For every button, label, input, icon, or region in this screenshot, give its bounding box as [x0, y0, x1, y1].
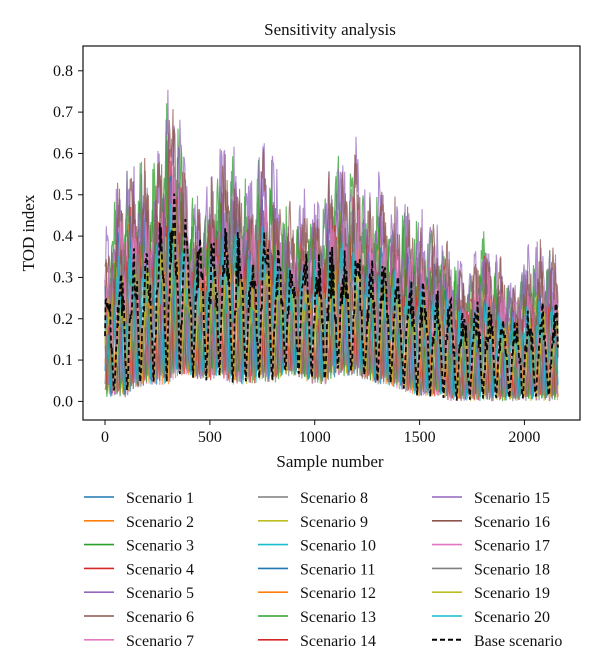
legend-label: Scenario 7 [126, 633, 194, 650]
legend-label: Scenario 10 [300, 538, 376, 555]
legend-label: Scenario 3 [126, 538, 194, 555]
y-tick-label: 0.6 [53, 145, 73, 162]
plot-lines [104, 89, 559, 402]
legend-label: Scenario 12 [300, 585, 376, 602]
y-tick-label: 0.8 [53, 63, 73, 80]
legend-label: Scenario 19 [474, 585, 550, 602]
legend-label: Scenario 5 [126, 585, 194, 602]
y-tick-label: 0.1 [53, 352, 73, 369]
legend-label: Scenario 16 [474, 514, 550, 531]
legend: Scenario 1 Scenario 2 Scenario 3 Scenario 4… [84, 490, 562, 650]
legend-label: Scenario 15 [474, 490, 550, 507]
y-tick-label: 0.2 [53, 311, 73, 328]
series-line [104, 89, 559, 402]
legend-label: Scenario 1 [126, 490, 194, 507]
legend-label: Base scenario [474, 633, 562, 650]
x-tick-label: 0 [101, 429, 109, 446]
legend-label: Scenario 13 [300, 609, 376, 626]
y-axis-label: TOD index [19, 194, 38, 271]
legend-label: Scenario 6 [126, 609, 194, 626]
legend-label: Scenario 9 [300, 514, 368, 531]
legend-label: Scenario 20 [474, 609, 550, 626]
y-tick-label: 0.4 [53, 228, 73, 245]
y-tick-label: 0.3 [53, 269, 73, 286]
chart-title: Sensitivity analysis [264, 20, 396, 39]
series-line [104, 203, 559, 402]
y-axis-ticks: 0.0 0.1 0.2 0.3 0.4 0.5 0.6 0.7 0.8 [53, 63, 83, 410]
x-tick-label: 1500 [404, 429, 436, 446]
x-axis-label: Sample number [276, 452, 384, 471]
y-tick-label: 0.7 [53, 104, 73, 121]
legend-label: Scenario 14 [300, 633, 376, 650]
legend-label: Scenario 11 [300, 561, 375, 578]
legend-label: Scenario 17 [474, 538, 550, 555]
legend-label: Scenario 8 [300, 490, 368, 507]
x-axis-ticks: 0 500 1000 1500 2000 [101, 420, 540, 446]
x-tick-label: 2000 [508, 429, 540, 446]
x-tick-label: 1000 [299, 429, 331, 446]
legend-label: Scenario 2 [126, 514, 194, 531]
y-tick-label: 0.0 [53, 393, 73, 410]
x-tick-label: 500 [198, 429, 222, 446]
series-line [104, 193, 559, 401]
legend-label: Scenario 4 [126, 561, 194, 578]
legend-label: Scenario 18 [474, 561, 550, 578]
y-tick-label: 0.5 [53, 187, 73, 204]
